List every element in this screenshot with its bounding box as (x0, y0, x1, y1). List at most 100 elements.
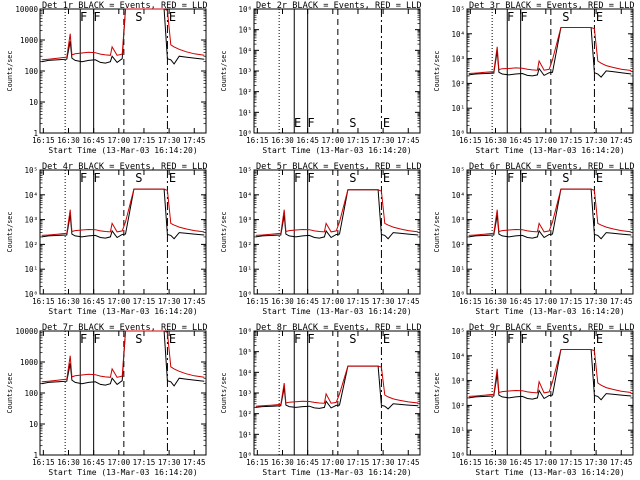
y-tick-label: 10² (238, 410, 252, 419)
y-tick-label: 10¹ (238, 108, 252, 117)
y-tick-label: 10¹ (451, 104, 465, 113)
event-marker-label: E (169, 10, 176, 24)
x-tick-label: 17:00 (322, 136, 345, 145)
y-tick-label: 10000 (15, 5, 38, 14)
event-marker-label: F (93, 10, 100, 24)
series-line-lld (255, 365, 419, 407)
x-tick-label: 16:45 (509, 297, 532, 306)
y-axis-label: Counts/sec (433, 212, 441, 253)
y-tick-label: 10² (24, 240, 38, 249)
x-tick-label: 17:30 (585, 136, 608, 145)
panel-title: Det 8r BLACK = Events, RED = LLD (256, 323, 422, 333)
y-tick-label: 100 (24, 67, 38, 76)
x-axis-label: Start Time (13-Mar-03 16:14:20) (262, 146, 411, 155)
y-tick-label: 10⁴ (24, 191, 38, 200)
x-tick-label: 16:15 (246, 136, 269, 145)
x-tick-label: 16:15 (32, 458, 55, 467)
event-marker-label: E (596, 10, 603, 24)
y-tick-label: 10² (451, 401, 465, 410)
y-tick-label: 10⁰ (238, 451, 252, 460)
event-marker-label: F (294, 332, 301, 346)
x-tick-label: 17:00 (322, 458, 345, 467)
y-tick-label: 1000 (20, 36, 39, 45)
y-tick-label: 10³ (238, 216, 252, 225)
event-marker-label: E (383, 332, 390, 346)
plot-frame (253, 169, 421, 295)
y-tick-label: 10 (29, 420, 39, 429)
plot-panel-9: Det 9r BLACK = Events, RED = LLD 10⁰ 10¹ 10… (433, 323, 635, 477)
y-tick-label: 1000 (20, 358, 39, 367)
y-tick-label: 10 (29, 98, 39, 107)
x-tick-label: 16:30 (57, 136, 80, 145)
x-tick-label: 17:30 (158, 458, 181, 467)
series-line-lld (41, 188, 205, 236)
y-tick-label: 10³ (451, 216, 465, 225)
plot-frame (466, 8, 634, 134)
y-tick-label: 10⁴ (451, 191, 465, 200)
y-tick-label: 10³ (238, 67, 252, 76)
x-tick-label: 16:15 (459, 136, 482, 145)
x-tick-label: 16:30 (57, 297, 80, 306)
x-tick-label: 17:45 (397, 136, 420, 145)
x-tick-label: 17:15 (133, 458, 156, 467)
y-tick-label: 10⁶ (238, 5, 252, 14)
y-axis-label: Counts/sec (220, 373, 228, 414)
y-tick-label: 1 (33, 451, 38, 460)
x-tick-label: 17:45 (610, 136, 633, 145)
x-tick-label: 16:30 (57, 458, 80, 467)
x-tick-label: 16:30 (484, 458, 507, 467)
event-marker-label: F (507, 332, 514, 346)
event-marker-label: F (307, 116, 314, 130)
x-tick-label: 17:45 (610, 297, 633, 306)
x-tick-label: 17:15 (347, 458, 370, 467)
x-tick-label: 17:30 (585, 458, 608, 467)
y-tick-label: 1 (33, 129, 38, 138)
y-tick-label: 10² (238, 88, 252, 97)
x-axis-label: Start Time (13-Mar-03 16:14:20) (475, 307, 624, 316)
series-line-lld (255, 189, 419, 236)
event-marker-label: E (383, 171, 390, 185)
y-tick-label: 10⁵ (238, 348, 252, 357)
y-tick-label: 10000 (15, 327, 38, 336)
plot-panel-6: Det 6r BLACK = Events, RED = LLD 10⁰ 10¹ 10… (433, 162, 635, 316)
panel-title: Det 4r BLACK = Events, RED = LLD (42, 162, 208, 172)
y-tick-label: 10⁰ (238, 129, 252, 138)
event-marker-label: S (135, 10, 142, 24)
event-marker-label: F (80, 332, 87, 346)
panel-title: Det 9r BLACK = Events, RED = LLD (469, 323, 635, 333)
y-tick-label: 10⁴ (238, 191, 252, 200)
x-tick-label: 17:30 (158, 297, 181, 306)
series-line-events (41, 330, 205, 387)
x-tick-label: 17:30 (158, 136, 181, 145)
x-tick-label: 16:45 (296, 458, 319, 467)
x-tick-label: 16:15 (32, 297, 55, 306)
event-marker-label: E (596, 332, 603, 346)
x-tick-label: 17:30 (585, 297, 608, 306)
event-marker-label: F (507, 10, 514, 24)
x-tick-label: 16:30 (271, 458, 294, 467)
y-axis-label: Counts/sec (220, 212, 228, 253)
plot-panel-2: Det 2r BLACK = Events, RED = LLD 10⁰ 10¹ 10… (220, 1, 422, 155)
plot-frame (466, 330, 634, 456)
y-tick-label: 10⁴ (451, 30, 465, 39)
x-tick-label: 16:30 (271, 297, 294, 306)
y-axis-label: Counts/sec (433, 373, 441, 414)
x-tick-label: 16:15 (32, 136, 55, 145)
plot-panel-7: Det 7r BLACK = Events, RED = LLD 1 10 100 10… (6, 323, 208, 477)
series-line-events (468, 27, 632, 78)
series-line-lld (41, 330, 205, 383)
x-tick-label: 16:45 (82, 458, 105, 467)
event-marker-label: S (349, 332, 356, 346)
y-tick-label: 10⁵ (24, 166, 38, 175)
plot-panel-5: Det 5r BLACK = Events, RED = LLD 10⁰ 10¹ 10… (220, 162, 422, 316)
event-marker-label: F (93, 332, 100, 346)
event-marker-label: S (562, 171, 569, 185)
x-tick-label: 16:30 (271, 136, 294, 145)
y-tick-label: 10⁵ (238, 26, 252, 35)
y-tick-label: 10¹ (24, 265, 38, 274)
plot-panel-4: Det 4r BLACK = Events, RED = LLD 10⁰ 10¹ 10… (6, 162, 208, 316)
x-tick-label: 16:45 (296, 297, 319, 306)
event-marker-label: E (169, 171, 176, 185)
y-tick-label: 10³ (24, 216, 38, 225)
plot-frame (466, 169, 634, 295)
